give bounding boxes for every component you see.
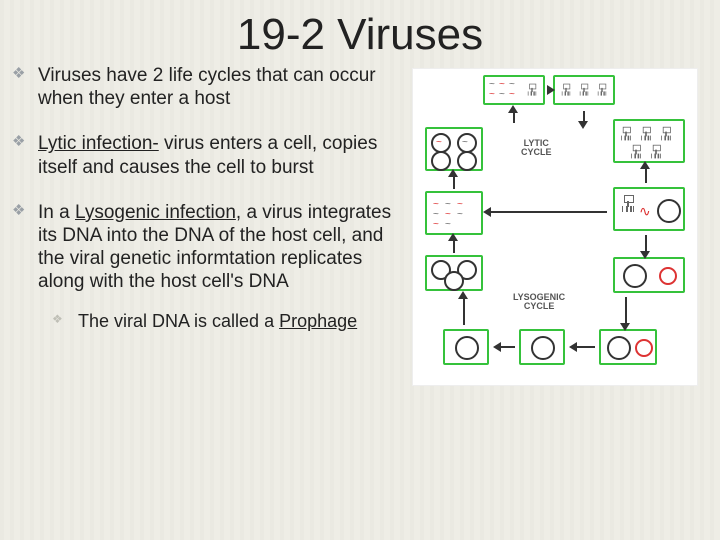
arrow-up-icon (458, 291, 468, 299)
arrow-up-icon (448, 233, 458, 241)
lysogenic-cell-1 (443, 329, 489, 365)
arrow-up-icon (448, 169, 458, 177)
bullet-3: In a Lysogenic infection, a virus integr… (8, 201, 412, 356)
arrow-down-icon (578, 121, 588, 129)
sub-bullet-term: Prophage (279, 311, 357, 331)
arrow-down-icon (620, 323, 630, 331)
arrow-stem (499, 346, 515, 348)
bullet-3-pre: In a (38, 202, 75, 223)
arrow-stem (625, 297, 627, 325)
lytic-label: LYTICCYCLE (521, 139, 552, 158)
lytic-box-right (613, 119, 685, 163)
arrow-stem (575, 346, 595, 348)
lytic-box-bottom-left: ~ ~ ~ ~ ~ ~ ~ ~ (425, 191, 483, 235)
lytic-box-left: ~ ~ (425, 127, 483, 171)
arrow-right-icon (547, 85, 555, 95)
arrow-stem (453, 239, 455, 253)
lytic-box-top-left: ~ ~ ~ ~ ~ ~ (483, 75, 545, 105)
arrow-stem (453, 175, 455, 189)
lytic-entry-box: ∿ (613, 187, 685, 231)
lysogenic-box-multi (425, 255, 483, 291)
content-row: Viruses have 2 life cycles that can occu… (0, 64, 720, 386)
bullet-1: Viruses have 2 life cycles that can occu… (8, 64, 412, 132)
lysogenic-cell-3 (599, 329, 657, 365)
page-title: 19-2 Viruses (0, 0, 720, 64)
arrow-up-icon (508, 105, 518, 113)
text-column: Viruses have 2 life cycles that can occu… (8, 64, 412, 386)
arrow-left-icon (483, 207, 491, 217)
arrow-stem (489, 211, 607, 213)
bullet-list: Viruses have 2 life cycles that can occu… (8, 64, 412, 355)
sub-bullet-pre: The viral DNA is called a (78, 311, 279, 331)
lysogenic-cell-2 (519, 329, 565, 365)
bullet-2-term: Lytic infection- (38, 133, 159, 154)
bullet-2: Lytic infection- virus enters a cell, co… (8, 132, 412, 200)
diagram-column: ~ ~ ~ ~ ~ ~ ~ ~ (412, 64, 702, 386)
arrow-stem (645, 167, 647, 183)
sub-list: The viral DNA is called a Prophage (38, 311, 412, 333)
arrow-stem (463, 297, 465, 325)
arrow-up-icon (640, 161, 650, 169)
lytic-box-top-right (553, 75, 615, 105)
lysogenic-label: LYSOGENICCYCLE (513, 293, 565, 312)
arrow-down-icon (640, 251, 650, 259)
cycle-diagram: ~ ~ ~ ~ ~ ~ ~ ~ (412, 68, 698, 386)
sub-bullet-1: The viral DNA is called a Prophage (50, 311, 412, 333)
lysogenic-box-integrate (613, 257, 685, 293)
bullet-3-term: Lysogenic infection (75, 202, 236, 223)
